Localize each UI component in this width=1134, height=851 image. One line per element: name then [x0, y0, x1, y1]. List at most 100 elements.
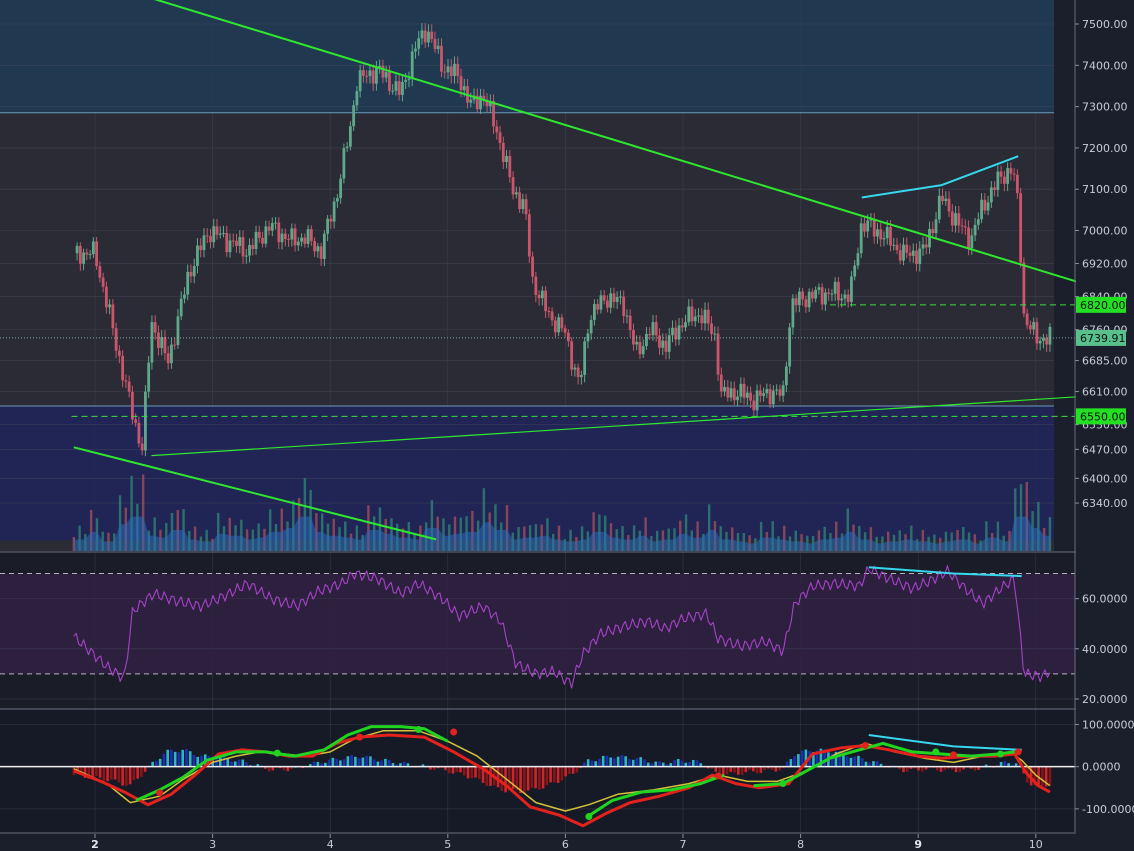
- candle: [339, 178, 343, 199]
- volume-bar: [557, 525, 561, 551]
- candle: [1006, 168, 1010, 184]
- candle: [788, 327, 792, 367]
- candle: [287, 239, 290, 241]
- macd-histogram-bar: [218, 756, 222, 767]
- candle: [677, 325, 681, 340]
- candle: [638, 341, 642, 355]
- candle: [440, 45, 443, 72]
- macd-histogram-bar: [571, 766, 575, 774]
- candle: [306, 229, 310, 244]
- macd-histogram-bar: [669, 763, 673, 767]
- macd-histogram-bar: [106, 766, 109, 782]
- macd-histogram-bar: [556, 766, 560, 783]
- candle: [931, 228, 935, 234]
- macd-histogram-bar: [905, 766, 909, 772]
- candle: [514, 192, 518, 195]
- macd-histogram-bar: [462, 766, 466, 776]
- candle: [1042, 337, 1045, 341]
- macd-histogram-bar: [755, 766, 759, 774]
- macd-histogram-bar: [815, 750, 819, 767]
- candle: [619, 296, 622, 298]
- candle: [732, 388, 736, 401]
- macd-histogram-bar: [113, 766, 117, 780]
- macd-histogram-bar: [917, 766, 920, 771]
- macd-histogram-bar: [121, 766, 124, 786]
- macd-histogram-bar: [646, 762, 650, 767]
- volume-bar: [835, 521, 838, 551]
- volume-bar: [141, 474, 145, 551]
- candle: [192, 266, 196, 277]
- macd-histogram-bar: [391, 763, 395, 767]
- macd-histogram-bar: [230, 761, 233, 767]
- time-tick-label: 8: [797, 838, 804, 851]
- candle: [449, 66, 453, 77]
- candle: [866, 220, 870, 232]
- macd-histogram-bar: [331, 757, 335, 767]
- macd-histogram-bar: [140, 766, 143, 777]
- candle: [127, 381, 131, 392]
- volume-bar: [569, 529, 572, 551]
- volume-bar: [632, 525, 636, 551]
- macd-histogram-bar: [271, 766, 275, 771]
- macd-histogram-bar: [215, 759, 218, 767]
- candle: [218, 233, 222, 235]
- candle: [771, 390, 775, 405]
- volume-bar: [858, 525, 861, 551]
- candle: [833, 281, 837, 294]
- axis-background: [1076, 0, 1134, 851]
- macd-histogram-bar: [361, 757, 365, 767]
- macd-histogram-bar: [834, 751, 838, 767]
- volume-bar: [89, 509, 93, 551]
- candle: [996, 171, 1000, 191]
- macd-histogram-bar: [196, 756, 200, 767]
- candle: [235, 240, 238, 246]
- volume-bar: [217, 512, 220, 551]
- macd-histogram-bar: [237, 759, 241, 767]
- candle: [924, 244, 928, 248]
- time-tick-label: 7: [680, 838, 687, 851]
- macd-histogram-bar: [842, 752, 845, 767]
- candle: [222, 233, 225, 235]
- volume-bar: [696, 521, 699, 551]
- candle: [75, 245, 79, 254]
- candle: [762, 393, 765, 396]
- candle: [495, 126, 499, 133]
- candle: [876, 229, 879, 237]
- macd-histogram-bar: [538, 766, 541, 790]
- macd-histogram-bar: [601, 755, 605, 767]
- volume-bar: [759, 521, 763, 551]
- candle: [427, 31, 430, 43]
- candle: [153, 322, 157, 333]
- candle: [690, 306, 694, 322]
- candle: [1035, 322, 1039, 344]
- macd-histogram-bar: [639, 757, 643, 767]
- candle: [329, 218, 333, 222]
- candle: [518, 192, 521, 210]
- candle: [179, 298, 183, 317]
- macd-cross-dot: [585, 812, 593, 820]
- price-tick-label: 7500.00: [1082, 18, 1128, 31]
- candle: [680, 325, 684, 328]
- rsi-band: [0, 573, 1075, 674]
- volume-bar: [344, 521, 347, 551]
- candle: [729, 388, 733, 398]
- candle: [267, 226, 271, 231]
- candle: [215, 226, 219, 235]
- candle: [781, 385, 785, 396]
- candle: [726, 387, 730, 398]
- candle: [134, 419, 138, 423]
- candle: [388, 72, 391, 91]
- candle: [475, 95, 479, 110]
- candle: [664, 340, 668, 352]
- volume-bar: [962, 527, 965, 551]
- candle: [453, 63, 456, 77]
- candle: [892, 244, 896, 246]
- candle: [703, 309, 707, 324]
- candle: [778, 389, 782, 396]
- macd-histogram-bar: [838, 750, 841, 767]
- candle: [199, 245, 203, 251]
- candle: [576, 367, 580, 378]
- candle: [124, 380, 128, 382]
- candle: [121, 355, 125, 381]
- volume-bar: [684, 514, 688, 551]
